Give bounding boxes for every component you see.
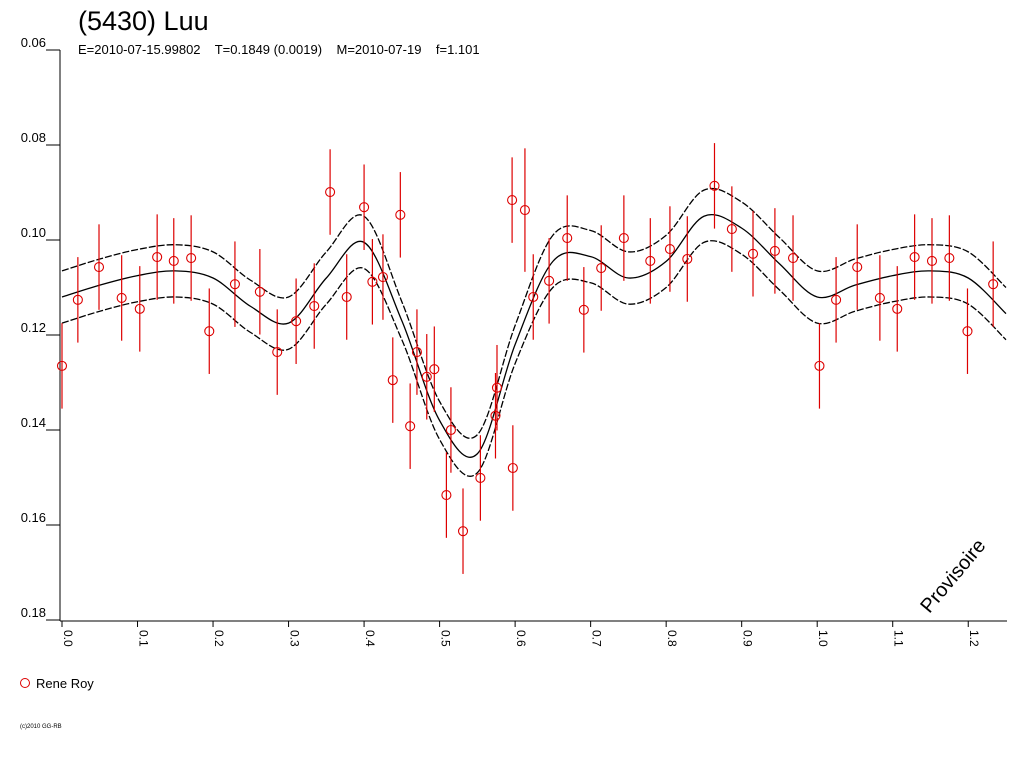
data-point (421, 371, 432, 382)
data-point (562, 233, 573, 244)
data-point (72, 294, 83, 305)
data-point (229, 279, 240, 290)
fit-curve (61, 240, 1007, 477)
x-tick-label: 0.5 (439, 630, 453, 647)
data-point (645, 255, 656, 266)
y-tick-label: 0.06 (21, 35, 46, 50)
data-point (769, 245, 780, 256)
data-point (874, 292, 885, 304)
data-point (56, 360, 68, 371)
data-point (909, 252, 920, 263)
x-tick-label: 1.0 (816, 630, 830, 647)
data-point (441, 490, 452, 501)
data-point (272, 347, 283, 358)
data-point (387, 375, 398, 386)
data-point (962, 326, 973, 337)
data-point (491, 382, 503, 393)
data-point (988, 279, 999, 290)
x-tick-label: 0.7 (590, 630, 604, 647)
data-point (747, 248, 759, 259)
data-point (204, 326, 215, 337)
data-point (395, 209, 406, 220)
data-point (682, 253, 693, 265)
data-point (359, 202, 370, 213)
legend-label: Rene Roy (36, 676, 94, 691)
x-tick-label: 1.2 (967, 630, 981, 647)
x-tick-label: 0.2 (212, 630, 226, 647)
data-point (475, 472, 486, 484)
data-point (367, 276, 378, 287)
watermark: Provisoire (916, 535, 990, 617)
data-point (325, 186, 336, 198)
data-point (596, 262, 607, 274)
data-point (814, 360, 825, 371)
footer: (c)2010 GG-RB (20, 724, 62, 730)
y-tick-label: 0.14 (21, 415, 46, 430)
data-point (405, 421, 416, 432)
chart-subtitle: E=2010-07-15.99802 T=0.1849 (0.0019) M=2… (78, 42, 480, 57)
fit-curve (61, 187, 1007, 439)
data-point (377, 271, 389, 283)
data-point (445, 424, 456, 436)
data-point (309, 300, 320, 312)
data-point (544, 275, 555, 286)
data-point (944, 252, 955, 264)
x-tick-label: 0.6 (514, 630, 528, 647)
x-tick-label: 0.4 (363, 630, 377, 647)
y-tick-label: 0.12 (21, 320, 46, 335)
data-point (926, 255, 938, 266)
y-tick-label: 0.18 (21, 605, 46, 620)
legend-marker (20, 678, 30, 688)
fit-curve (61, 214, 1007, 458)
data-point (892, 303, 903, 314)
data-point (186, 252, 197, 264)
data-point (831, 294, 842, 305)
data-point (457, 526, 469, 537)
data-point (411, 347, 422, 358)
data-point (528, 291, 539, 303)
data-point (519, 205, 530, 216)
data-point (134, 303, 145, 314)
y-tick-label: 0.10 (21, 225, 46, 240)
x-tick-label: 0.9 (741, 630, 755, 647)
data-point (787, 252, 799, 264)
data-point (291, 316, 302, 327)
data-point (254, 286, 265, 297)
data-point (709, 180, 720, 191)
x-tick-label: 1.1 (892, 630, 906, 647)
x-tick-label: 0.8 (665, 630, 679, 647)
y-tick-label: 0.08 (21, 130, 46, 145)
data-point (852, 262, 863, 273)
x-tick-label: 0.0 (61, 630, 75, 647)
data-point (168, 255, 179, 266)
data-point (152, 252, 163, 263)
data-point (429, 364, 440, 375)
chart-title: (5430) Luu (78, 6, 209, 36)
data-point (507, 462, 518, 474)
data-point (507, 195, 518, 206)
data-point (341, 291, 352, 303)
data-point (726, 224, 737, 235)
x-tick-label: 0.1 (137, 630, 151, 647)
data-point (116, 292, 127, 304)
x-tick-label: 0.3 (288, 630, 302, 647)
data-point (618, 233, 629, 244)
data-point (93, 262, 105, 273)
y-tick-label: 0.16 (21, 510, 46, 525)
data-point (490, 410, 501, 421)
data-point (664, 243, 675, 255)
data-point (578, 304, 589, 315)
